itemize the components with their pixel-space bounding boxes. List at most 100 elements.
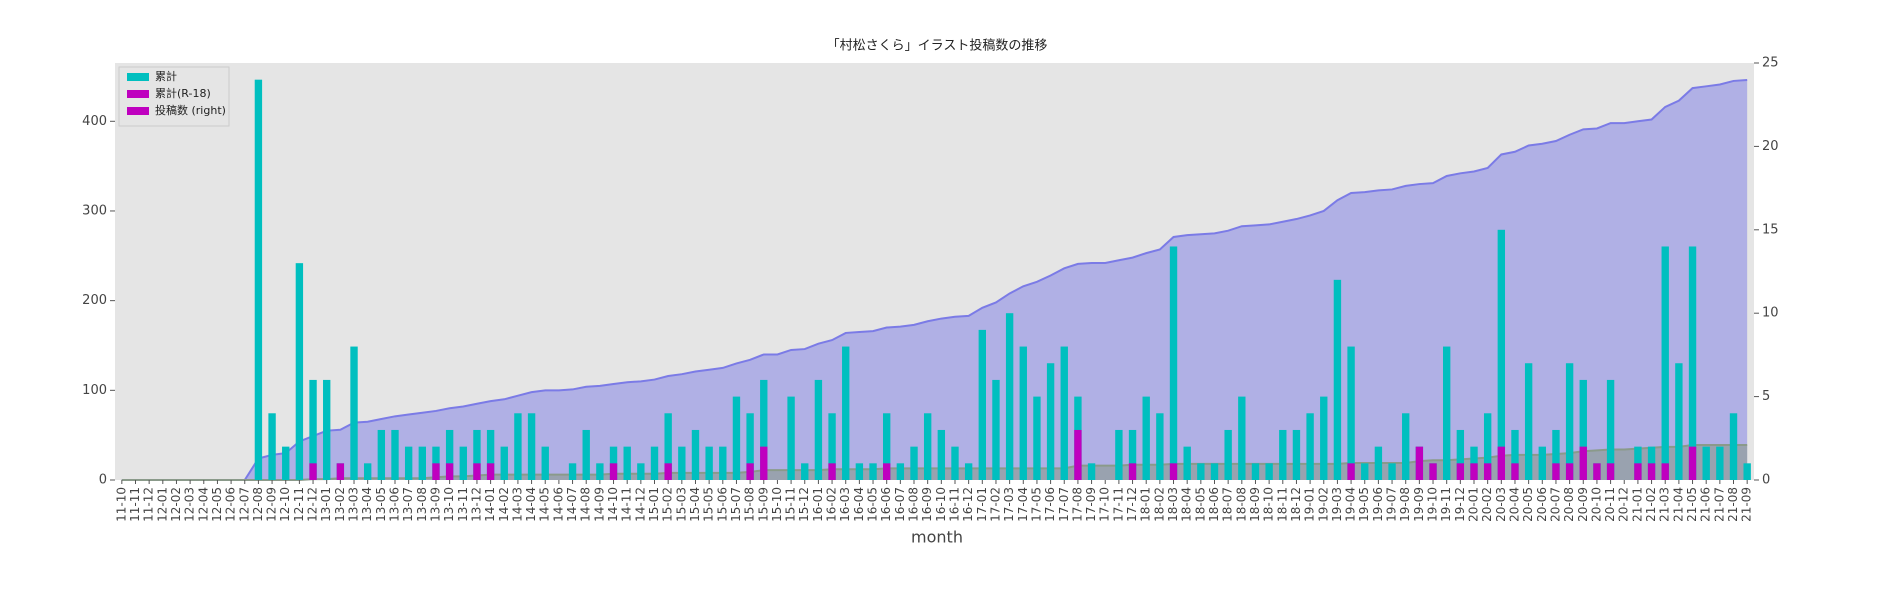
x-tick-label: 13-11 [456, 487, 470, 522]
bar [883, 413, 891, 480]
x-tick-label: 18-11 [1275, 487, 1289, 522]
bar [1634, 463, 1642, 480]
x-tick-label: 17-01 [975, 487, 989, 522]
bar [432, 463, 440, 480]
x-tick-label: 19-06 [1371, 487, 1385, 522]
bar [1606, 379, 1615, 480]
x-tick-label: 20-11 [1603, 487, 1617, 522]
x-tick-label: 12-12 [306, 487, 320, 522]
x-tick-label: 21-08 [1726, 487, 1740, 522]
bar [1402, 413, 1410, 480]
x-tick-label: 21-02 [1644, 487, 1658, 522]
x-tick-label: 21-01 [1630, 487, 1644, 522]
x-tick-label: 20-04 [1507, 487, 1521, 522]
x-tick-label: 14-11 [620, 487, 634, 522]
bar [1483, 413, 1492, 480]
x-tick-label: 17-04 [1016, 487, 1030, 522]
x-tick-label: 19-03 [1330, 487, 1344, 522]
bar [309, 379, 317, 480]
bar [500, 446, 508, 480]
bar [404, 446, 413, 480]
x-tick-label: 18-07 [1221, 487, 1235, 522]
bar [760, 379, 768, 480]
x-tick-label: 14-03 [510, 487, 524, 522]
bar [1333, 279, 1342, 480]
x-tick-label: 18-10 [1262, 487, 1276, 522]
bar [828, 463, 836, 480]
bar [855, 463, 864, 480]
x-tick-label: 13-07 [401, 487, 415, 522]
y2-tick-label: 20 [1762, 139, 1779, 154]
x-tick-label: 18-01 [1139, 487, 1153, 522]
x-tick-label: 13-09 [428, 487, 442, 522]
bar [1497, 446, 1506, 480]
x-tick-label: 11-12 [142, 487, 156, 522]
bar [978, 329, 986, 480]
bar [473, 429, 481, 480]
bar [1552, 463, 1560, 480]
bar [923, 413, 932, 480]
x-tick-label: 20-02 [1480, 487, 1494, 522]
bar [295, 263, 304, 480]
x-tick-label: 13-01 [319, 487, 333, 522]
bar [1320, 396, 1328, 480]
y-tick-label: 100 [82, 383, 107, 398]
x-tick-label: 16-06 [879, 487, 893, 522]
bar [937, 429, 946, 480]
bar [760, 446, 768, 480]
bar [1579, 379, 1587, 480]
x-tick-label: 16-05 [866, 487, 880, 522]
legend-label: 投稿数 (right) [155, 103, 226, 117]
x-tick-label: 12-07 [237, 487, 251, 522]
x-tick-label: 12-11 [292, 487, 306, 522]
x-tick-label: 14-02 [497, 487, 511, 522]
x-tick-label: 12-08 [251, 487, 265, 522]
x-tick-label: 17-02 [988, 487, 1002, 522]
y-tick-label: 200 [82, 293, 107, 308]
bar [1511, 429, 1519, 480]
y2-tick-label: 0 [1762, 473, 1770, 488]
bar [323, 379, 331, 480]
x-tick-label: 17-11 [1111, 487, 1125, 522]
x-tick-label: 20-03 [1494, 487, 1508, 522]
bar [1169, 246, 1178, 480]
y2-tick-label: 15 [1762, 222, 1779, 237]
bar [1729, 413, 1738, 480]
x-tick-label: 15-04 [688, 487, 702, 522]
bar [732, 396, 741, 480]
bar [1661, 246, 1669, 480]
bar [1524, 363, 1533, 480]
bar [350, 346, 358, 480]
bar [1033, 396, 1041, 480]
bar [1743, 463, 1751, 480]
legend-label: 累計(R-18) [155, 86, 211, 100]
bar [445, 463, 454, 480]
x-tick-label: 12-09 [265, 487, 279, 522]
bar [801, 463, 809, 480]
x-tick-label: 18-03 [1166, 487, 1180, 522]
x-tick-label: 18-09 [1248, 487, 1262, 522]
bar [637, 463, 645, 480]
x-tick-label: 12-03 [183, 487, 197, 522]
bar [964, 463, 973, 480]
bar [883, 463, 891, 480]
bar [1647, 463, 1656, 480]
bar [486, 463, 495, 480]
y2-tick-label: 25 [1762, 56, 1779, 71]
bar [1456, 463, 1465, 480]
bar [1251, 463, 1260, 480]
x-tick-label: 16-04 [852, 487, 866, 522]
x-tick-label: 19-12 [1453, 487, 1467, 522]
bar [787, 396, 795, 480]
bar [951, 446, 959, 480]
x-tick-label: 18-08 [1234, 487, 1248, 522]
bar [1606, 463, 1615, 480]
x-tick-label: 20-10 [1589, 487, 1603, 522]
x-tick-label: 13-03 [347, 487, 361, 522]
bar [1238, 396, 1246, 480]
y-tick-label: 0 [99, 473, 107, 488]
x-tick-label: 14-05 [538, 487, 552, 522]
bar [541, 446, 549, 480]
bar [1265, 463, 1273, 480]
